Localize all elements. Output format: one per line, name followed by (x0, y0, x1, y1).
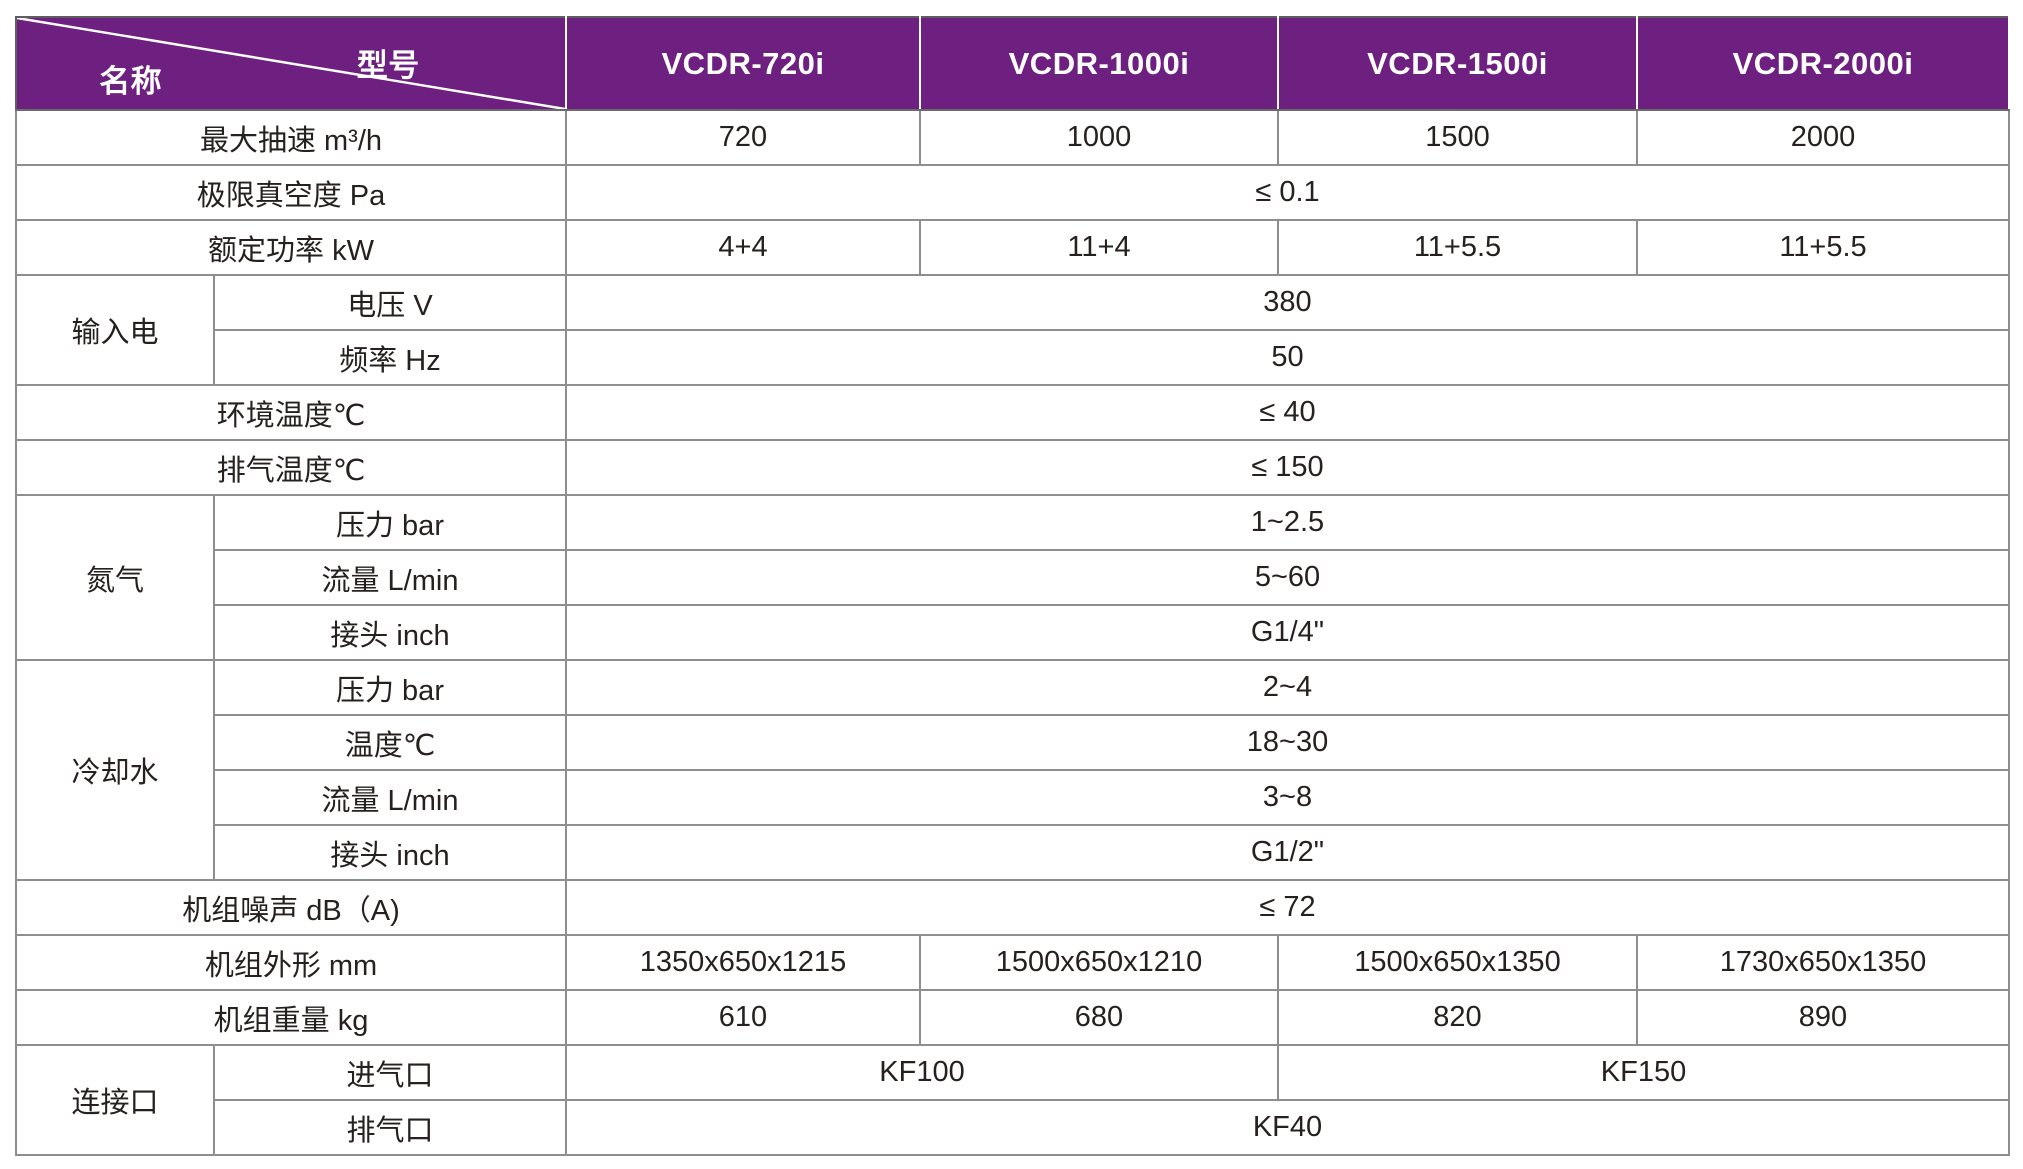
table-row-weight: 机组重量 kg 610 680 820 890 (15, 989, 2010, 1046)
merged-value-cell: ≤ 0.1 (565, 164, 2010, 221)
value-cell: 1500 (1277, 109, 1638, 166)
value-cell: 1500x650x1210 (919, 934, 1279, 991)
merged-value-cell: G1/2" (565, 824, 2010, 881)
value-cell: 720 (565, 109, 921, 166)
value-cell: 610 (565, 989, 921, 1046)
value-cell: 1000 (919, 109, 1279, 166)
row-label: 电压 V (213, 274, 567, 331)
row-label: 流量 L/min (213, 549, 567, 606)
table-row-coolant-pressure: 冷却水 压力 bar 2~4 (15, 659, 2010, 881)
merged-value-cell: 50 (565, 329, 2010, 386)
row-label: 排气温度℃ (15, 439, 567, 496)
group-label-connections: 连接口 (15, 1044, 215, 1156)
value-cell: 890 (1636, 989, 2010, 1046)
merged-value-cell: KF40 (565, 1099, 2010, 1156)
header-row: 型号 名称 VCDR-720i VCDR-1000i VCDR-1500i VC… (15, 16, 2010, 111)
spec-sheet: 型号 名称 VCDR-720i VCDR-1000i VCDR-1500i VC… (15, 16, 2010, 1156)
merged-value-cell: ≤ 40 (565, 384, 2010, 441)
table-row-nitrogen-connector: 接头 inch G1/4" (16, 604, 2010, 661)
row-label: 压力 bar (213, 494, 567, 551)
model-header-1000i: VCDR-1000i (919, 16, 1279, 111)
value-cell: 11+5.5 (1277, 219, 1638, 276)
row-label: 机组外形 mm (15, 934, 567, 991)
row-label: 最大抽速 m³/h (15, 109, 567, 166)
table-row-dimensions: 机组外形 mm 1350x650x1215 1500x650x1210 1500… (15, 934, 2010, 991)
table-row-inlet-port: 连接口 进气口 KF100 KF150 (15, 1044, 2010, 1156)
row-label: 极限真空度 Pa (15, 164, 567, 221)
diagonal-divider-line (18, 19, 564, 108)
merged-value-cell: 2~4 (565, 659, 2010, 716)
value-cell: 2000 (1636, 109, 2010, 166)
spec-table: 型号 名称 VCDR-720i VCDR-1000i VCDR-1500i VC… (15, 16, 2010, 1156)
group-label-input-power: 输入电 (15, 274, 215, 386)
value-cell: 1500x650x1350 (1277, 934, 1638, 991)
merged-value-cell: 380 (565, 274, 2010, 331)
value-cell: 11+5.5 (1636, 219, 2010, 276)
row-label: 频率 Hz (213, 329, 567, 386)
table-row-nitrogen-pressure: 氮气 压力 bar 1~2.5 (15, 494, 2010, 661)
value-cell: 1730x650x1350 (1636, 934, 2010, 991)
value-cell: 820 (1277, 989, 1638, 1046)
row-label: 接头 inch (213, 604, 567, 661)
table-row-ambient-temperature: 环境温度℃ ≤ 40 (15, 384, 2010, 441)
merged-value-cell-right: KF150 (1277, 1044, 2010, 1101)
corner-header-cell: 型号 名称 (15, 16, 567, 111)
row-label: 额定功率 kW (15, 219, 567, 276)
model-header-720i: VCDR-720i (565, 16, 921, 111)
merged-value-cell: 3~8 (565, 769, 2010, 826)
table-row-noise: 机组噪声 dB（A) ≤ 72 (15, 879, 2010, 936)
group-label-cooling-water: 冷却水 (15, 659, 215, 881)
value-cell: 4+4 (565, 219, 921, 276)
merged-value-cell: 5~60 (565, 549, 2010, 606)
table-row-ultimate-vacuum: 极限真空度 Pa ≤ 0.1 (15, 164, 2010, 221)
table-row-coolant-connector: 接头 inch G1/2" (16, 824, 2010, 881)
table-row-rated-power: 额定功率 kW 4+4 11+4 11+5.5 11+5.5 (15, 219, 2010, 276)
table-row-nitrogen-flow: 流量 L/min 5~60 (16, 549, 2010, 606)
table-row-exhaust-port: 排气口 KF40 (16, 1099, 2010, 1156)
value-cell: 1350x650x1215 (565, 934, 921, 991)
table-row-coolant-flow: 流量 L/min 3~8 (16, 769, 2010, 826)
row-label: 机组重量 kg (15, 989, 567, 1046)
merged-value-cell-left: KF100 (565, 1044, 1279, 1101)
row-label: 温度℃ (213, 714, 567, 771)
row-label: 进气口 (213, 1044, 567, 1101)
row-label: 排气口 (213, 1099, 567, 1156)
model-header-2000i: VCDR-2000i (1636, 16, 2010, 111)
row-label: 机组噪声 dB（A) (15, 879, 567, 936)
merged-value-cell: ≤ 72 (565, 879, 2010, 936)
row-label: 压力 bar (213, 659, 567, 716)
corner-name-label: 名称 (99, 64, 163, 99)
merged-value-cell: ≤ 150 (565, 439, 2010, 496)
table-row-coolant-temperature: 温度℃ 18~30 (16, 714, 2010, 771)
table-row-exhaust-temperature: 排气温度℃ ≤ 150 (15, 439, 2010, 496)
row-label: 接头 inch (213, 824, 567, 881)
table-row-voltage: 输入电 电压 V 380 (15, 274, 2010, 386)
table-row-max-pumping-speed: 最大抽速 m³/h 720 1000 1500 2000 (15, 109, 2010, 166)
row-label: 流量 L/min (213, 769, 567, 826)
group-label-nitrogen: 氮气 (15, 494, 215, 661)
table-row-frequency: 频率 Hz 50 (16, 329, 2010, 386)
value-cell: 11+4 (919, 219, 1279, 276)
row-label: 环境温度℃ (15, 384, 567, 441)
value-cell: 680 (919, 989, 1279, 1046)
merged-value-cell: 1~2.5 (565, 494, 2010, 551)
corner-model-label: 型号 (356, 48, 420, 83)
model-header-1500i: VCDR-1500i (1277, 16, 1638, 111)
merged-value-cell: G1/4" (565, 604, 2010, 661)
merged-value-cell: 18~30 (565, 714, 2010, 771)
